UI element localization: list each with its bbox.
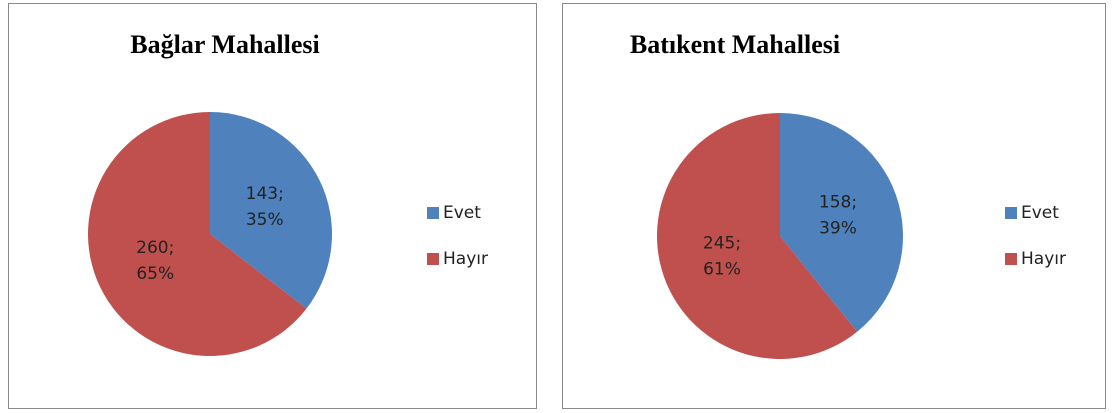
data-label: 61%	[703, 259, 741, 279]
data-label: 39%	[819, 219, 857, 239]
chart-title: Bağlar Mahallesi	[130, 30, 319, 59]
data-label: 143;	[246, 184, 284, 204]
pie-slice	[87, 112, 307, 357]
legend-label: Hayır	[443, 249, 488, 269]
pie-slice	[780, 113, 903, 332]
legend-label: Hayır	[1021, 249, 1066, 269]
data-label: 35%	[246, 210, 284, 230]
chart-title: Batıkent Mahallesi	[630, 30, 840, 59]
data-label: 245;	[703, 233, 741, 253]
data-label: 65%	[136, 264, 174, 284]
data-label: 260;	[136, 238, 174, 258]
legend-swatch	[427, 207, 439, 219]
pie-slice	[210, 112, 332, 309]
legend-swatch	[1005, 207, 1017, 219]
legend-swatch	[427, 253, 439, 265]
legend-label: Evet	[1021, 203, 1059, 223]
legend-swatch	[1005, 253, 1017, 265]
legend-label: Evet	[443, 203, 481, 223]
pie-slice	[657, 113, 858, 359]
data-label: 158;	[819, 193, 857, 213]
